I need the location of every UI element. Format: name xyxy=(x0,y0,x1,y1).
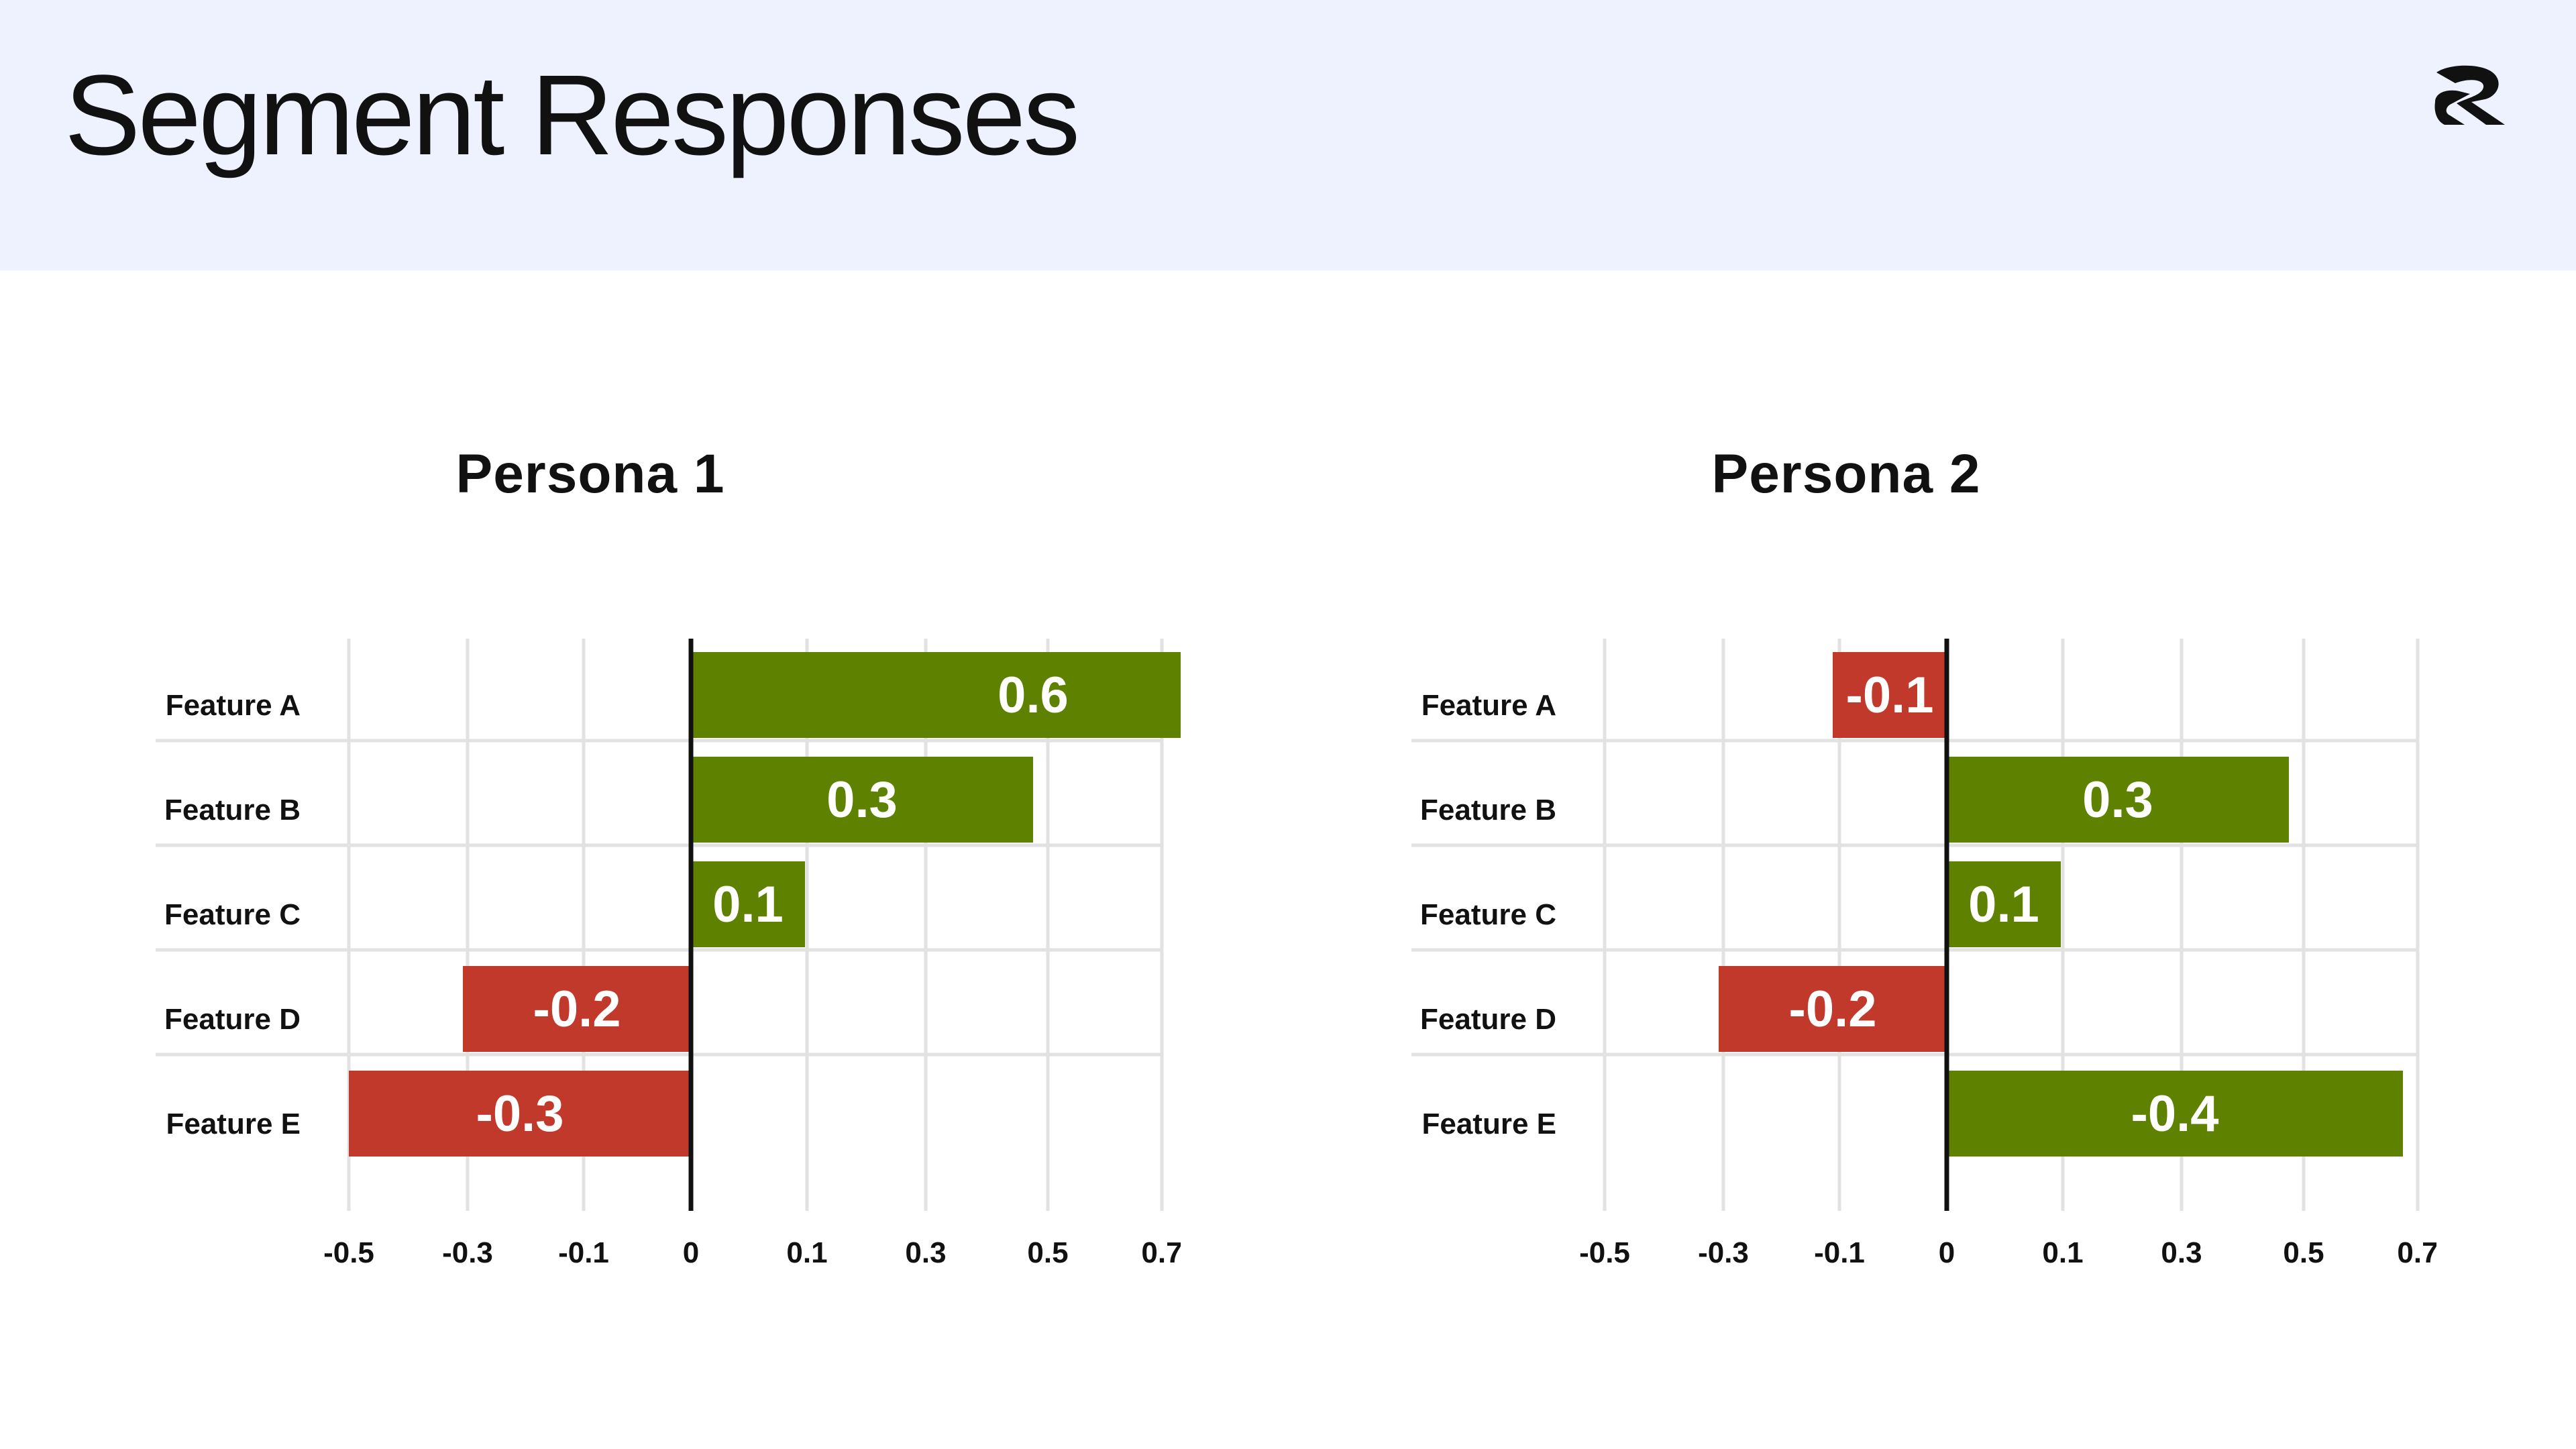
brand-logo-icon xyxy=(2434,65,2505,125)
category-label: Feature D xyxy=(164,1003,301,1036)
chart-panel-persona-1: Persona 1 0.6 Feature A 0.3 Feature B 0.1 Fea… xyxy=(0,402,1181,1342)
bar-value-label: 0.3 xyxy=(2082,771,2153,828)
bar-feature-a xyxy=(1833,652,1947,738)
x-tick-label: -0.1 xyxy=(558,1236,609,1269)
x-tick-label: 0.1 xyxy=(786,1236,827,1269)
bar-value-label: -0.2 xyxy=(1789,981,1877,1038)
x-tick-label: -0.3 xyxy=(442,1236,493,1269)
x-tick-label: 0 xyxy=(1939,1236,1955,1269)
chart-panel-persona-2: Persona 2 -0.1 Feature A 0.3 Feature B 0.1 Fe… xyxy=(1256,402,2436,1342)
bar-chart-persona-2: -0.1 Feature A 0.3 Feature B 0.1 Feature C -0.… xyxy=(1411,639,2436,1269)
bar-feature-d xyxy=(463,966,691,1052)
page-title: Segment Responses xyxy=(64,52,1080,179)
bar-value-label: -0.4 xyxy=(2131,1085,2219,1142)
bar-feature-c xyxy=(691,861,805,947)
bar-value-label: 0.6 xyxy=(998,667,1069,724)
bar-feature-d xyxy=(1719,966,1947,1052)
bar-feature-b xyxy=(1947,757,2289,843)
category-label: Feature B xyxy=(164,794,301,826)
bar-value-label: 0.1 xyxy=(712,876,784,933)
bar-value-label: -0.1 xyxy=(1846,667,1934,724)
category-label: Feature C xyxy=(1420,898,1556,931)
x-tick-label: 0.5 xyxy=(2283,1236,2324,1269)
chart-title: Persona 2 xyxy=(1711,443,1981,504)
x-tick-label: 0.3 xyxy=(905,1236,946,1269)
category-label: Feature B xyxy=(1420,794,1556,826)
x-tick-label: 0.3 xyxy=(2161,1236,2202,1269)
bar-value-label: -0.2 xyxy=(533,981,621,1038)
bar-feature-a xyxy=(691,652,1181,738)
x-tick-label: 0.1 xyxy=(2042,1236,2083,1269)
bar-value-label: 0.1 xyxy=(1968,876,2039,933)
x-tick-label: 0.7 xyxy=(1141,1236,1181,1269)
header-banner: Segment Responses xyxy=(0,0,2576,270)
bar-feature-e xyxy=(349,1071,691,1157)
bar-feature-b xyxy=(691,757,1033,843)
category-label: Feature E xyxy=(1421,1108,1556,1140)
bar-value-label: 0.3 xyxy=(826,771,898,828)
x-tick-label: -0.3 xyxy=(1698,1236,1749,1269)
bar-feature-c xyxy=(1947,861,2061,947)
bar-value-label: -0.3 xyxy=(476,1085,564,1142)
category-label: Feature D xyxy=(1420,1003,1556,1036)
x-tick-label: 0 xyxy=(683,1236,699,1269)
category-label: Feature C xyxy=(164,898,301,931)
x-tick-label: -0.5 xyxy=(1579,1236,1630,1269)
category-label: Feature A xyxy=(166,689,301,722)
category-label: Feature A xyxy=(1421,689,1556,722)
category-label: Feature E xyxy=(166,1108,301,1140)
x-tick-label: -0.5 xyxy=(323,1236,374,1269)
bar-feature-e xyxy=(1947,1071,2403,1157)
bar-chart-persona-1: 0.6 Feature A 0.3 Feature B 0.1 Feature C -0.2… xyxy=(156,639,1181,1269)
x-tick-label: 0.7 xyxy=(2397,1236,2436,1269)
chart-title: Persona 1 xyxy=(455,443,725,504)
x-tick-label: 0.5 xyxy=(1027,1236,1068,1269)
x-tick-label: -0.1 xyxy=(1814,1236,1865,1269)
